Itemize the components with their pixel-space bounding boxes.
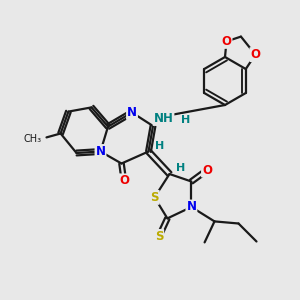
Text: O: O	[202, 164, 212, 177]
Text: O: O	[250, 48, 260, 61]
Text: CH₃: CH₃	[24, 134, 42, 144]
Text: NH: NH	[154, 112, 173, 125]
Text: H: H	[176, 163, 185, 173]
Text: N: N	[186, 200, 197, 214]
Text: O: O	[221, 35, 232, 48]
Text: O: O	[119, 174, 129, 188]
Text: N: N	[95, 145, 106, 158]
Text: H: H	[182, 115, 190, 125]
Text: N: N	[127, 106, 137, 119]
Text: S: S	[155, 230, 163, 243]
Text: S: S	[150, 191, 159, 204]
Text: H: H	[155, 141, 164, 151]
